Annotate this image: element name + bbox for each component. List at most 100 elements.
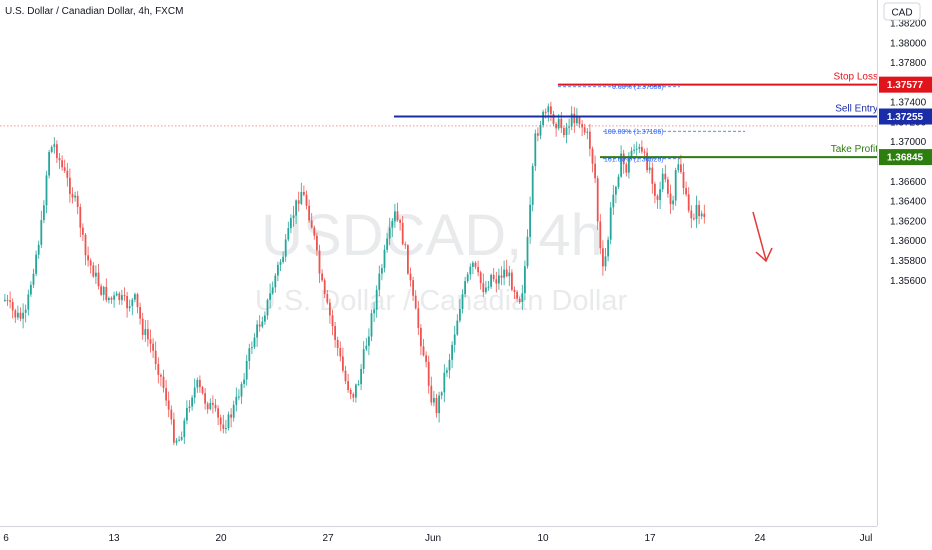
take-profit-label: Take Profit xyxy=(831,144,878,155)
time-tick-label: Jul xyxy=(860,533,873,544)
candle-body xyxy=(456,320,459,335)
candle-body xyxy=(303,191,305,195)
currency-button[interactable]: CAD xyxy=(883,2,921,21)
price-tag xyxy=(879,149,932,166)
candle-body xyxy=(139,307,141,319)
candle-body xyxy=(373,309,375,314)
candle-body xyxy=(602,248,604,267)
candle-body xyxy=(227,414,230,429)
candle-body xyxy=(188,406,191,408)
candle-body xyxy=(35,254,37,274)
fibonacci-retracement[interactable]: 0.00% (1.37556) 100.00% (1.37106) 161.80… xyxy=(558,84,745,163)
time-tick-label: 20 xyxy=(215,533,227,544)
candle-body xyxy=(9,300,11,302)
candle-body xyxy=(204,393,206,404)
candle-body xyxy=(440,392,443,396)
candle-body xyxy=(277,264,279,276)
candle-body xyxy=(232,404,235,418)
candle-body xyxy=(469,266,472,275)
candle-body xyxy=(589,131,591,149)
candle-body xyxy=(547,106,550,113)
price-tick-label: 1.36200 xyxy=(890,216,927,227)
candle-body xyxy=(433,397,435,403)
time-tick-label: 17 xyxy=(644,533,656,544)
candle-body xyxy=(147,329,149,340)
candle-body xyxy=(170,409,173,420)
candle-body xyxy=(201,387,204,394)
candle-body xyxy=(240,383,243,397)
price-tag-text: 1.37255 xyxy=(887,112,924,123)
candle-body xyxy=(336,339,339,349)
candle-body xyxy=(365,345,368,350)
candle-body xyxy=(134,294,136,300)
candle-body xyxy=(633,149,635,151)
candle-body xyxy=(300,191,303,204)
candle-body xyxy=(256,324,258,338)
candle-body xyxy=(295,200,297,216)
candle-body xyxy=(118,293,121,301)
time-axis[interactable]: 6 13 20 27 Jun 10 17 24 Jul xyxy=(3,533,872,544)
candle-body xyxy=(230,414,232,418)
candle-body xyxy=(167,400,170,410)
candle-body xyxy=(518,298,521,302)
candle-body xyxy=(641,146,643,152)
candle-body xyxy=(368,336,370,346)
take-profit-level[interactable]: Take Profit xyxy=(600,144,878,159)
candle-body xyxy=(165,388,167,401)
candle-body xyxy=(110,297,113,300)
candle-body xyxy=(342,356,344,371)
time-tick-label: 6 xyxy=(3,533,9,544)
candle-body xyxy=(495,279,498,284)
candle-body xyxy=(360,368,362,385)
candle-body xyxy=(485,287,487,293)
candle-body xyxy=(427,361,430,386)
candle-body xyxy=(321,273,323,281)
candle-body xyxy=(331,315,334,327)
candle-body xyxy=(79,207,82,228)
candle-body xyxy=(71,194,74,198)
candle-body xyxy=(82,227,84,235)
candle-body xyxy=(693,218,695,220)
candle-body xyxy=(178,439,180,441)
candle-body xyxy=(17,312,19,318)
candle-body xyxy=(531,166,534,205)
fib-level-label: 161.80% (1.36828) xyxy=(604,156,664,163)
candle-body xyxy=(576,117,578,124)
watermark-name: U.S. Dollar / Canadian Dollar xyxy=(255,285,628,317)
candle-body xyxy=(594,163,596,179)
candle-body xyxy=(53,144,56,147)
candle-body xyxy=(612,194,615,208)
candle-body xyxy=(108,297,110,301)
candle-body xyxy=(24,309,27,313)
candle-body xyxy=(505,269,508,277)
candle-body xyxy=(214,404,217,409)
candle-body xyxy=(253,337,256,348)
candle-body xyxy=(667,179,669,194)
down-arrow-icon[interactable] xyxy=(752,211,773,263)
price-tick-label: 1.38200 xyxy=(890,19,927,30)
candle-body xyxy=(596,178,599,222)
candle-body xyxy=(399,220,401,223)
candle-body xyxy=(375,289,378,310)
candle-body xyxy=(529,204,531,237)
candle-body xyxy=(674,170,677,201)
candle-body xyxy=(492,274,495,280)
candle-body xyxy=(383,249,386,269)
candle-body xyxy=(407,245,409,274)
candle-body xyxy=(284,239,287,257)
candle-body xyxy=(362,349,365,369)
candle-body xyxy=(479,272,482,284)
candle-body xyxy=(225,428,227,430)
candle-body xyxy=(128,306,131,309)
fib-level-label: 100.00% (1.37106) xyxy=(604,129,664,136)
candle-body xyxy=(503,269,505,278)
candle-body xyxy=(92,265,95,277)
candle-body xyxy=(412,280,414,296)
candle-body xyxy=(516,292,518,299)
sell-entry-level[interactable]: Sell Entry xyxy=(394,104,878,118)
candle-body xyxy=(643,151,646,153)
candle-body xyxy=(305,194,308,206)
stop-loss-level[interactable]: Stop Loss xyxy=(558,72,878,86)
candle-body xyxy=(482,283,485,293)
